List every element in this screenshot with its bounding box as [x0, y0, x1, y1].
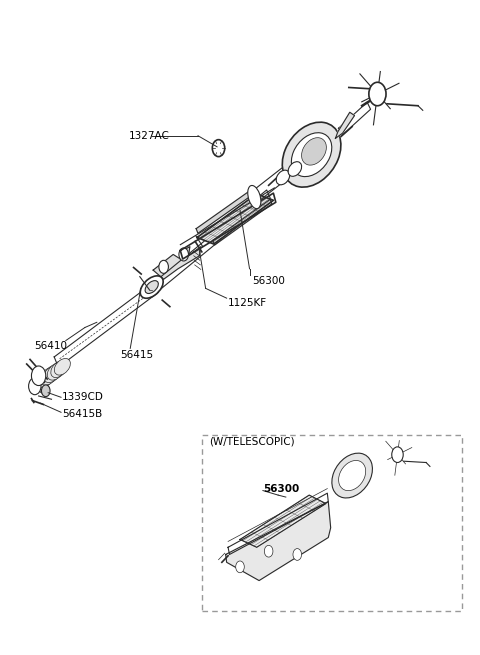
Circle shape: [179, 248, 189, 261]
Text: 56300: 56300: [252, 276, 285, 286]
Polygon shape: [152, 190, 271, 293]
Circle shape: [392, 447, 403, 462]
Circle shape: [212, 140, 225, 157]
Ellipse shape: [288, 162, 301, 176]
Ellipse shape: [338, 460, 366, 491]
Polygon shape: [54, 282, 158, 367]
Polygon shape: [308, 475, 335, 499]
Polygon shape: [336, 112, 355, 138]
Text: 56300: 56300: [263, 484, 299, 495]
Ellipse shape: [332, 453, 372, 498]
Ellipse shape: [140, 276, 163, 298]
Circle shape: [29, 378, 41, 395]
Circle shape: [293, 549, 301, 560]
Polygon shape: [197, 194, 274, 244]
Text: 1339CD: 1339CD: [62, 392, 104, 402]
Ellipse shape: [248, 185, 261, 209]
Text: (W/TELESCOPIC): (W/TELESCOPIC): [209, 436, 295, 446]
Ellipse shape: [282, 122, 341, 187]
Circle shape: [264, 546, 273, 557]
Text: 56410: 56410: [34, 341, 67, 351]
Polygon shape: [196, 188, 255, 233]
Circle shape: [236, 561, 244, 572]
Polygon shape: [338, 102, 371, 136]
Text: 1327AC: 1327AC: [129, 131, 170, 141]
Ellipse shape: [291, 133, 332, 177]
Text: 56415B: 56415B: [62, 409, 102, 419]
Polygon shape: [240, 495, 326, 548]
Circle shape: [369, 83, 386, 105]
Text: 1125KF: 1125KF: [228, 299, 267, 309]
Circle shape: [32, 366, 46, 386]
Ellipse shape: [276, 170, 290, 185]
FancyBboxPatch shape: [202, 435, 462, 611]
Ellipse shape: [54, 358, 71, 375]
Circle shape: [41, 385, 50, 397]
Ellipse shape: [33, 372, 51, 390]
Text: 56415: 56415: [120, 350, 153, 360]
Ellipse shape: [40, 367, 57, 385]
Polygon shape: [226, 502, 331, 580]
Polygon shape: [153, 247, 201, 279]
Polygon shape: [213, 199, 272, 245]
Circle shape: [159, 260, 168, 273]
Ellipse shape: [145, 280, 158, 293]
Polygon shape: [286, 157, 301, 175]
Polygon shape: [252, 165, 290, 202]
Ellipse shape: [47, 363, 64, 380]
Ellipse shape: [301, 138, 326, 165]
